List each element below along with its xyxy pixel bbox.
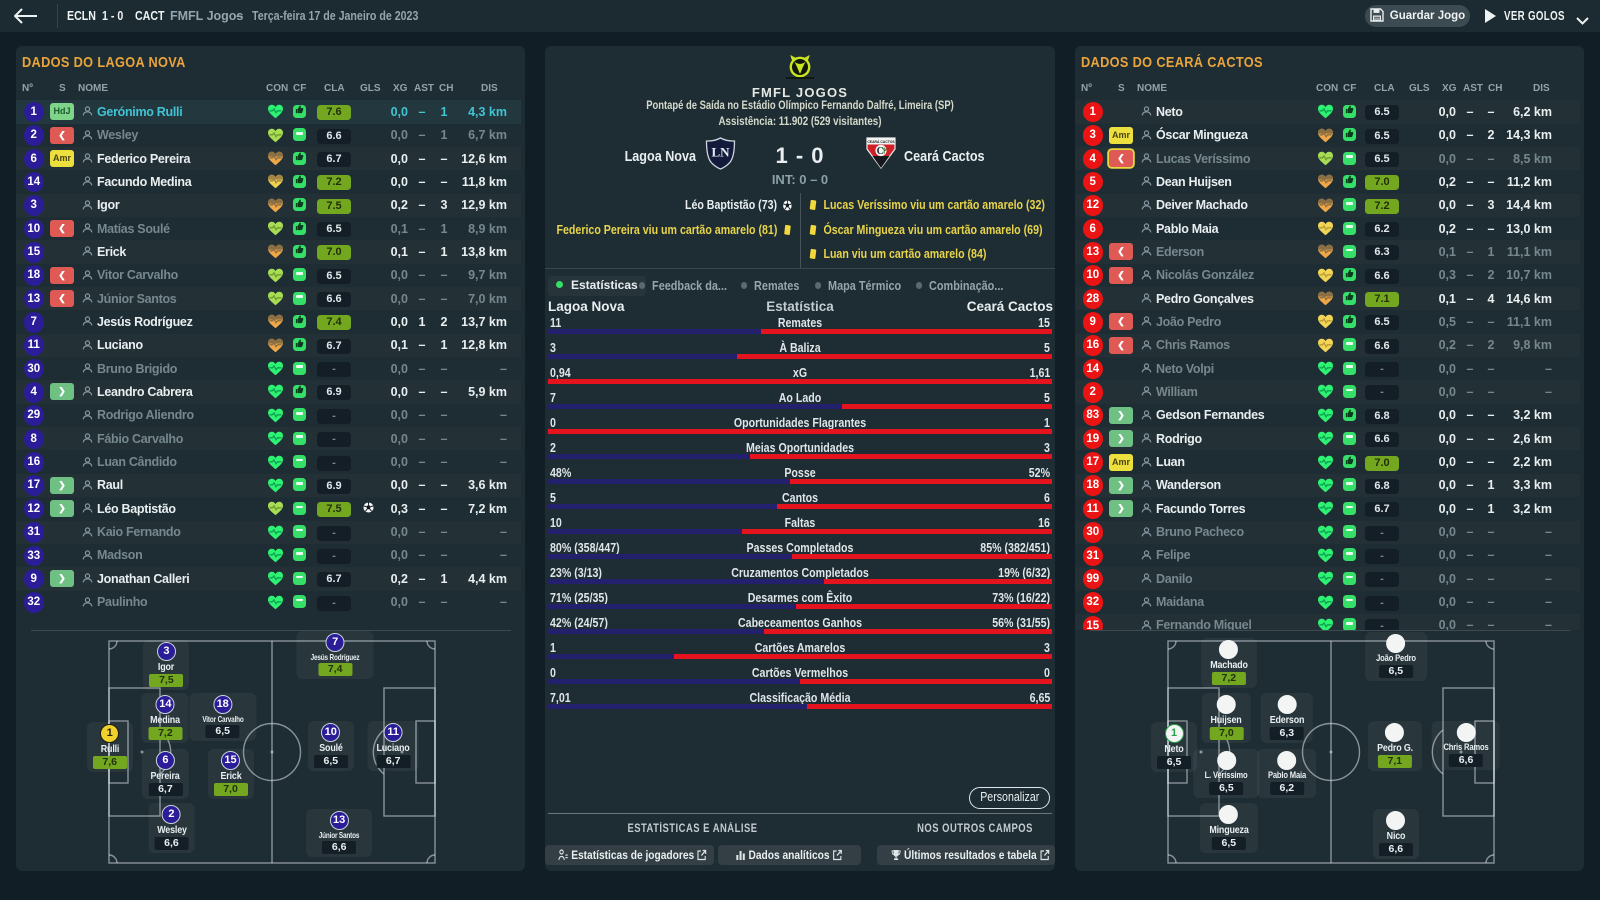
svg-text:LN: LN <box>711 145 730 160</box>
svg-text:C: C <box>877 146 884 157</box>
svg-text:CEARÁ CACTOS: CEARÁ CACTOS <box>867 139 895 144</box>
